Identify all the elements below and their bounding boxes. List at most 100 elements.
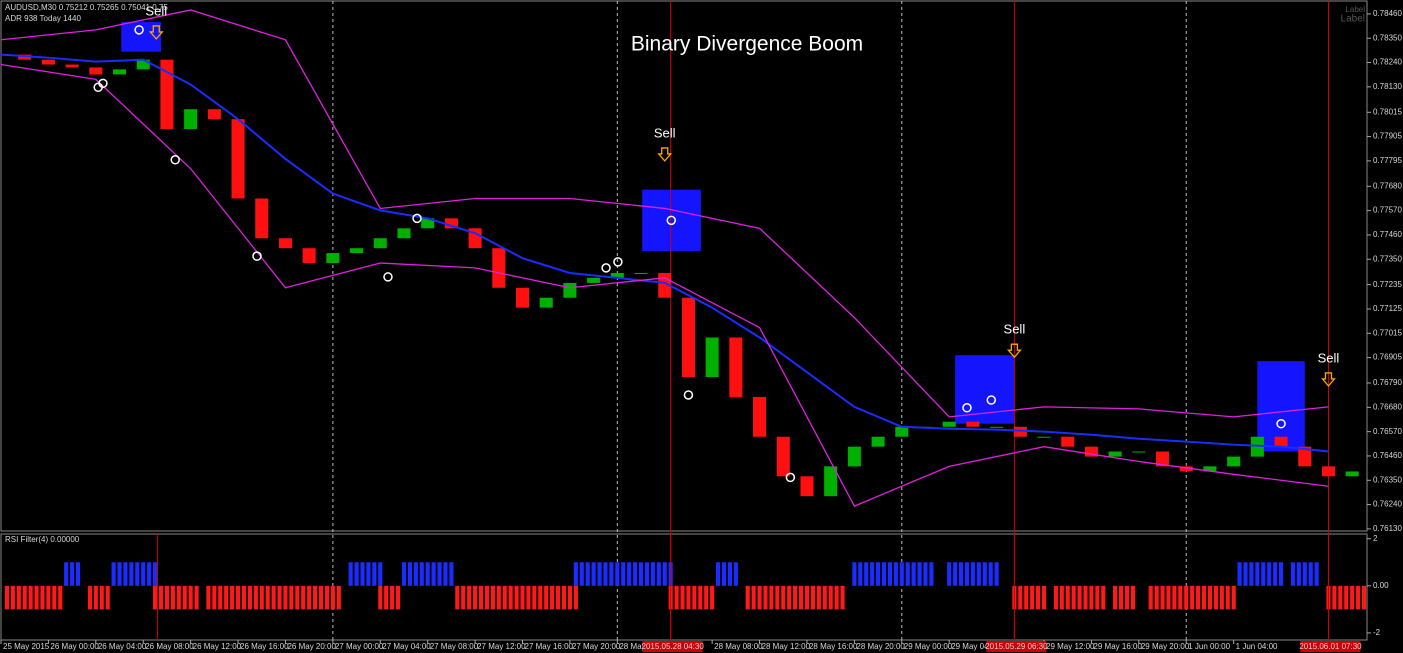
candle xyxy=(966,421,980,427)
filter-bar xyxy=(378,585,383,610)
filter-bar xyxy=(1184,585,1189,610)
time-label-bg xyxy=(1300,641,1361,652)
x-tick-label: 27 May 04:00 xyxy=(382,642,431,651)
filter-bar xyxy=(1196,585,1201,610)
filter-bar xyxy=(283,585,288,610)
y-tick-label: 0.76905 xyxy=(1373,353,1402,362)
x-tick-label: 29 May 20:00 xyxy=(1141,642,1190,651)
filter-bar xyxy=(603,562,608,586)
candle xyxy=(776,436,790,477)
filter-bar xyxy=(834,585,839,610)
filter-bar xyxy=(864,562,869,586)
candle xyxy=(184,109,198,130)
time-label: 2015.06.01 07:30 xyxy=(1299,642,1362,651)
candle xyxy=(847,446,861,467)
filter-bar xyxy=(627,562,632,586)
x-tick-label: 28 May 08:00 xyxy=(714,642,763,651)
filter-bar xyxy=(573,562,578,586)
filter-bar xyxy=(354,562,359,586)
filter-bar xyxy=(810,585,815,610)
filter-bar xyxy=(1290,562,1295,586)
candle xyxy=(302,248,316,264)
filter-bar xyxy=(372,562,377,586)
y-tick-label: 0.78350 xyxy=(1373,33,1402,42)
divergence-circle xyxy=(383,272,393,282)
filter-bar xyxy=(295,585,300,610)
filter-bar xyxy=(656,562,661,586)
candle xyxy=(634,272,648,274)
filter-bar xyxy=(324,585,330,610)
filter-bar xyxy=(336,585,341,610)
x-tick-label: 27 May 00:00 xyxy=(335,642,384,651)
candle xyxy=(1179,466,1193,472)
y-tick-label: 0.00 xyxy=(1373,581,1389,590)
candle xyxy=(705,337,719,378)
divergence-circle xyxy=(98,78,108,89)
sell-arrow xyxy=(1321,372,1336,387)
filter-bar xyxy=(473,585,478,610)
y-tick-label: 0.77125 xyxy=(1373,304,1402,313)
candle xyxy=(1132,451,1146,453)
y-tick-label: 0.77795 xyxy=(1373,156,1402,165)
sell-label: Sell xyxy=(1318,350,1340,365)
filter-bar xyxy=(384,585,389,610)
filter-bar xyxy=(395,585,401,610)
filter-bar xyxy=(4,585,10,610)
indicator-line xyxy=(0,9,1329,418)
filter-bar xyxy=(1018,585,1023,610)
filter-bar xyxy=(46,585,51,610)
filter-bar xyxy=(958,562,964,586)
filter-bar xyxy=(757,585,762,610)
candle xyxy=(1227,456,1241,467)
divergence-circle xyxy=(601,263,611,273)
filter-bar xyxy=(70,562,75,586)
filter-bar xyxy=(164,585,170,610)
filter-bar xyxy=(366,562,371,586)
filter-bar xyxy=(22,585,27,610)
filter-bar xyxy=(769,585,774,610)
filter-bar xyxy=(1130,585,1135,610)
candle xyxy=(610,272,624,278)
filter-bar xyxy=(633,562,638,586)
filter-bar xyxy=(1314,562,1319,586)
filter-bar xyxy=(111,562,116,586)
candle xyxy=(444,218,458,229)
filter-bar xyxy=(858,562,863,586)
filter-bar xyxy=(401,562,407,586)
filter-bar xyxy=(508,585,513,610)
filter-bar xyxy=(34,585,39,610)
filter-bar xyxy=(93,585,98,610)
sub-window: 2 0.00 -2 xyxy=(4,534,1389,640)
filter-bar xyxy=(680,585,685,610)
candle xyxy=(515,287,530,308)
filter-bar xyxy=(123,562,128,586)
filter-bar xyxy=(929,562,934,586)
filter-bar xyxy=(1071,585,1076,610)
candle xyxy=(421,218,435,229)
filter-bar xyxy=(976,562,981,586)
filter-bar xyxy=(437,562,442,586)
candle xyxy=(373,238,387,249)
x-tick-label: 27 May 16:00 xyxy=(525,642,574,651)
filter-bar xyxy=(781,585,786,610)
filter-bar xyxy=(105,585,110,610)
filter-bar xyxy=(876,562,881,586)
filter-bar xyxy=(1148,585,1153,610)
filter-bar xyxy=(413,562,418,586)
filter-bar xyxy=(206,585,211,610)
filter-bar xyxy=(496,585,501,610)
x-tick-label: 25 May 2015 xyxy=(3,642,50,651)
x-tick-label: 27 May 08:00 xyxy=(430,642,479,651)
filter-bar xyxy=(1172,585,1177,610)
filter-bar xyxy=(1041,585,1047,610)
filter-bar xyxy=(135,562,140,586)
divergence-circle xyxy=(962,403,972,413)
divergence-circle xyxy=(785,472,796,483)
filter-bar xyxy=(538,585,543,610)
header-adr: ADR 938 Today 1440 xyxy=(5,14,81,23)
filter-bar xyxy=(881,562,887,586)
filter-bar xyxy=(153,585,158,610)
filter-bar xyxy=(1213,585,1218,610)
filter-bar xyxy=(247,585,252,610)
